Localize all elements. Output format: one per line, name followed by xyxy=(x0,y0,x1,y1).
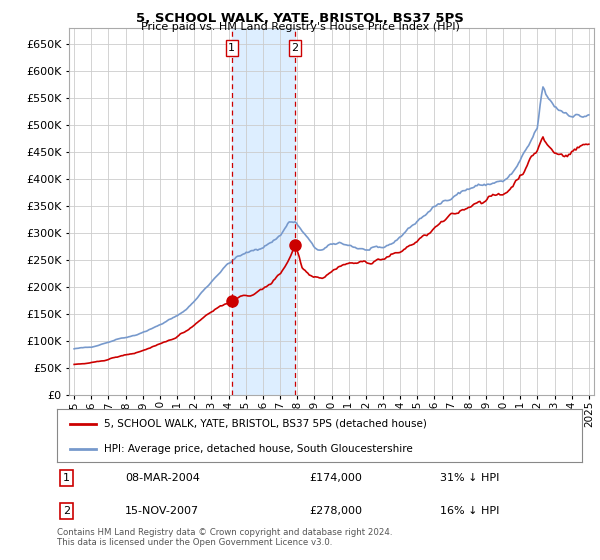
Text: 1: 1 xyxy=(229,43,235,53)
Text: £174,000: £174,000 xyxy=(309,473,362,483)
Text: HPI: Average price, detached house, South Gloucestershire: HPI: Average price, detached house, Sout… xyxy=(104,444,413,454)
Text: 31% ↓ HPI: 31% ↓ HPI xyxy=(440,473,500,483)
Text: Contains HM Land Registry data © Crown copyright and database right 2024.
This d: Contains HM Land Registry data © Crown c… xyxy=(57,528,392,547)
Text: 08-MAR-2004: 08-MAR-2004 xyxy=(125,473,200,483)
Text: 2: 2 xyxy=(292,43,299,53)
Text: 2: 2 xyxy=(63,506,70,516)
Text: 15-NOV-2007: 15-NOV-2007 xyxy=(125,506,199,516)
Text: £278,000: £278,000 xyxy=(309,506,362,516)
Bar xyxy=(232,28,295,395)
Text: 5, SCHOOL WALK, YATE, BRISTOL, BS37 5PS (detached house): 5, SCHOOL WALK, YATE, BRISTOL, BS37 5PS … xyxy=(104,419,427,429)
Text: 16% ↓ HPI: 16% ↓ HPI xyxy=(440,506,500,516)
Text: 1: 1 xyxy=(63,473,70,483)
Text: Price paid vs. HM Land Registry's House Price Index (HPI): Price paid vs. HM Land Registry's House … xyxy=(140,22,460,32)
Text: 5, SCHOOL WALK, YATE, BRISTOL, BS37 5PS: 5, SCHOOL WALK, YATE, BRISTOL, BS37 5PS xyxy=(136,12,464,25)
